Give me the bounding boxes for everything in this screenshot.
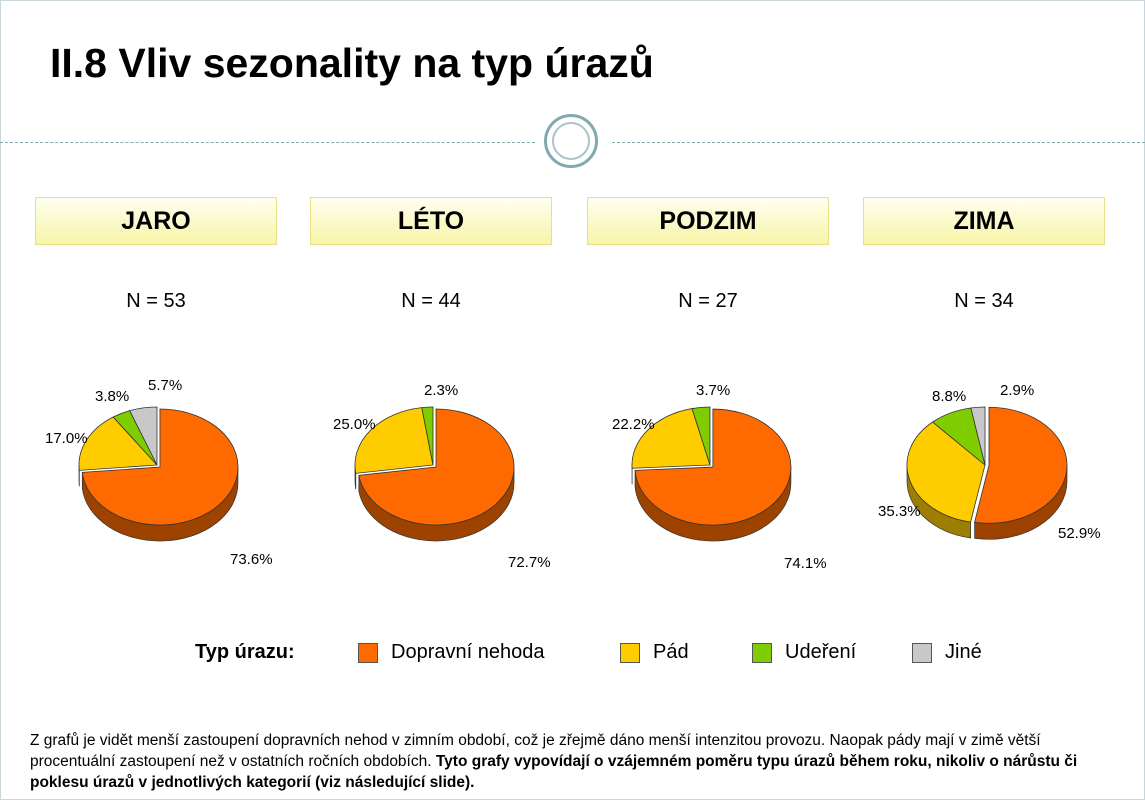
legend-label-dopravni-nehoda: Dopravní nehoda — [391, 641, 545, 663]
season-header-podzim: PODZIM — [587, 197, 829, 245]
legend-title: Typ úrazu: — [195, 641, 295, 663]
divider-line-left — [0, 142, 535, 143]
pie-data-label-2-1: 22.2% — [612, 416, 655, 433]
pie-data-label-3-1: 35.3% — [878, 503, 921, 520]
page-title: II.8 Vliv sezonality na typ úrazů — [50, 40, 654, 86]
pie-chart-3: 52.9% 35.3% 8.8% 2.9% — [878, 382, 1101, 542]
pie-data-label-3-3: 2.9% — [1000, 382, 1034, 399]
season-header-leto: LÉTO — [310, 197, 552, 245]
pie-chart-2: 74.1% 22.2% 3.7% — [612, 382, 827, 572]
pie-data-label-0-2: 3.8% — [95, 388, 129, 405]
pie-data-label-0-0: 73.6% — [230, 551, 273, 568]
pie-slice-2-2 — [691, 406, 711, 466]
sample-size-zima: N = 34 — [954, 290, 1014, 312]
pie-data-label-2-0: 74.1% — [784, 555, 827, 572]
pie-slice-1-1 — [354, 407, 434, 474]
pie-slice-1-2 — [421, 406, 434, 466]
pie-data-label-2-2: 3.7% — [696, 382, 730, 399]
legend-item-pad: Pád — [620, 641, 689, 664]
note-text: Z grafů je vidět menší zastoupení doprav… — [30, 731, 1041, 770]
pie-slice-3-0 — [974, 406, 1068, 524]
legend-swatch-jine — [912, 642, 932, 663]
pie-slice-0-1 — [78, 416, 158, 471]
legend-swatch-udereni — [752, 642, 772, 663]
pie-data-label-0-1: 17.0% — [45, 430, 88, 447]
pie-slice-0-0 — [81, 408, 239, 526]
legend-label-pad: Pád — [653, 641, 689, 663]
pie-slice-3-3 — [970, 406, 986, 466]
legend-label-udereni: Udeření — [785, 641, 857, 663]
pie-chart-0: 73.6% 17.0% 3.8% 5.7% — [45, 377, 273, 568]
pie-chart-1: 72.7% 25.0% 2.3% — [333, 382, 551, 571]
legend-item-jine: Jiné — [912, 641, 982, 664]
explanatory-note: Z grafů je vidět menší zastoupení doprav… — [30, 730, 1120, 793]
divider-line-right — [612, 142, 1145, 143]
season-header-jaro: JARO — [35, 197, 277, 245]
pie-data-label-1-2: 2.3% — [424, 382, 458, 399]
pie-data-label-0-3: 5.7% — [148, 377, 182, 394]
legend-swatch-dopravni-nehoda — [358, 642, 378, 663]
season-header-zima: ZIMA — [863, 197, 1105, 245]
pie-data-label-1-1: 25.0% — [333, 416, 376, 433]
legend-item-dopravni-nehoda: Dopravní nehoda — [358, 641, 544, 664]
sample-size-leto: N = 44 — [401, 290, 461, 312]
pie-slice-2-0 — [634, 408, 792, 526]
pie-data-label-3-0: 52.9% — [1058, 525, 1101, 542]
divider-ornament — [544, 114, 598, 168]
legend-item-udereni: Udeření — [752, 641, 856, 664]
legend-swatch-pad — [620, 642, 640, 663]
pie-data-label-1-0: 72.7% — [508, 554, 551, 571]
pie-slice-1-0 — [358, 408, 515, 526]
sample-size-jaro: N = 53 — [126, 290, 186, 312]
legend-label-jine: Jiné — [945, 641, 982, 663]
pie-data-label-3-2: 8.8% — [932, 388, 966, 405]
pie-slice-3-1 — [906, 421, 986, 523]
pie-slice-2-1 — [631, 408, 711, 469]
sample-size-podzim: N = 27 — [678, 290, 738, 312]
legend: Typ úrazu: Dopravní nehoda Pád Udeření J… — [0, 641, 1145, 671]
note-text-bold: Tyto grafy vypovídají o vzájemném poměru… — [30, 752, 1078, 791]
pie-slice-0-3 — [129, 406, 158, 466]
